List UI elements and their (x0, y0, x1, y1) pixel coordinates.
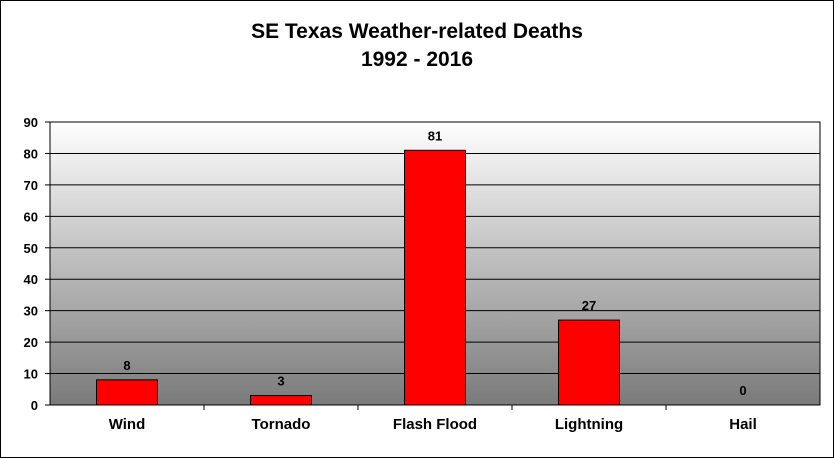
y-tick-label: 90 (24, 115, 38, 130)
chart-subtitle: 1992 - 2016 (360, 48, 474, 71)
x-tick-label: Lightning (555, 416, 623, 433)
y-tick-label: 20 (24, 335, 38, 350)
bar (96, 379, 158, 406)
x-tick-label: Tornado (252, 416, 311, 433)
y-tick-label: 0 (31, 398, 38, 413)
data-label: 0 (739, 383, 746, 398)
x-tick-label: Flash Flood (393, 416, 477, 433)
y-tick-label: 40 (24, 272, 38, 287)
plot-border (49, 121, 821, 406)
bar (404, 149, 466, 406)
y-tick-label: 80 (24, 146, 38, 161)
data-label: 81 (428, 128, 442, 143)
chart-title: SE Texas Weather-related Deaths (251, 20, 583, 43)
data-label: 3 (277, 374, 284, 389)
y-tick-label: 30 (24, 304, 38, 319)
data-label: 27 (582, 298, 596, 313)
data-label: 8 (123, 358, 130, 373)
x-tick-label: Wind (109, 416, 146, 433)
bar (558, 319, 620, 406)
bar (250, 395, 312, 406)
x-tick-label: Hail (729, 416, 757, 433)
y-tick-label: 50 (24, 241, 38, 256)
y-tick-label: 10 (24, 367, 38, 382)
y-tick-label: 60 (24, 209, 38, 224)
y-tick-label: 70 (24, 178, 38, 193)
